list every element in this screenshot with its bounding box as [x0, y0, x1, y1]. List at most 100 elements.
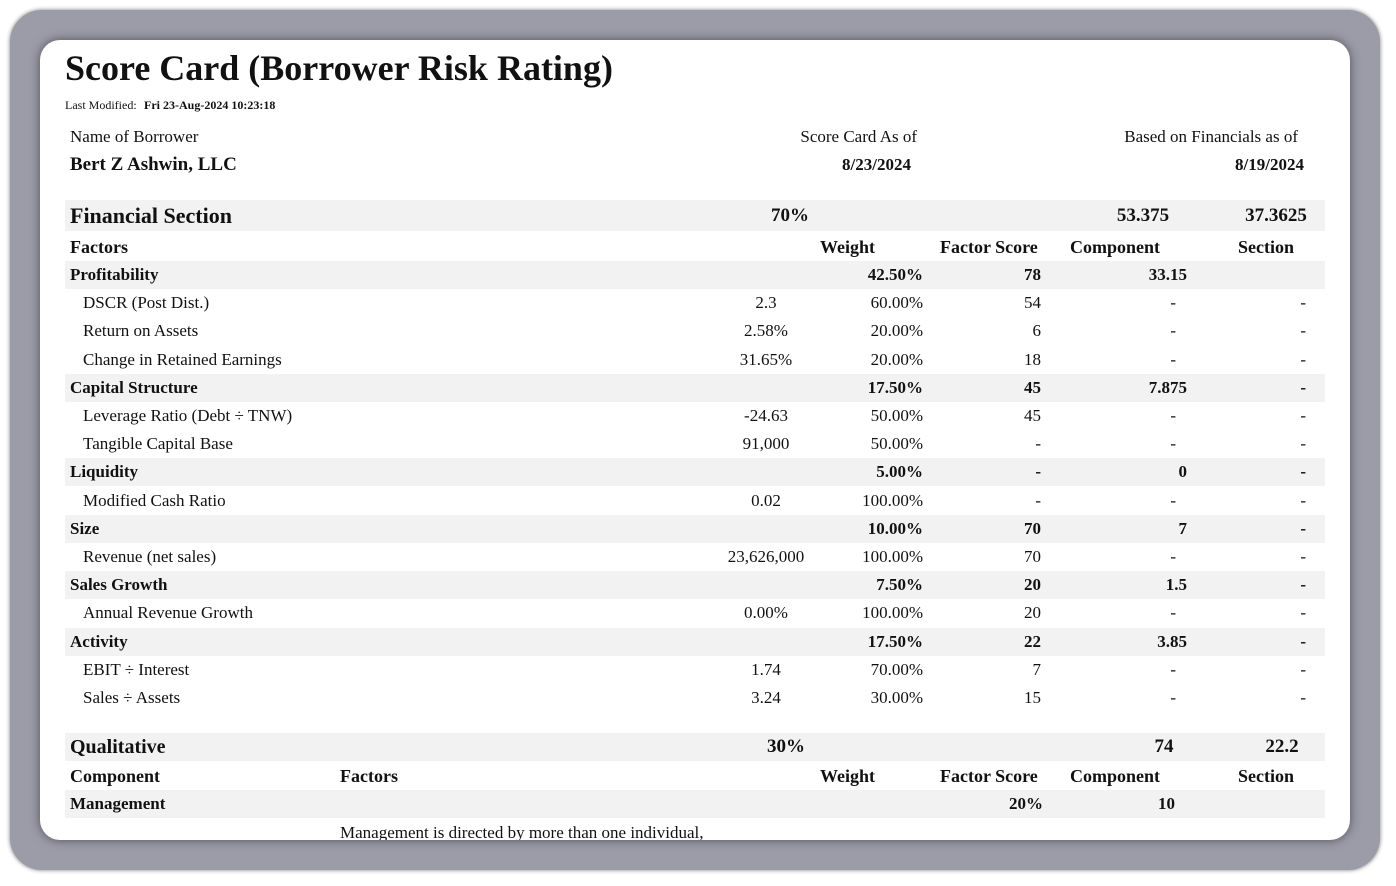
column-header: Weight — [820, 237, 876, 257]
factor-name: Leverage Ratio (Debt ÷ TNW) — [83, 406, 293, 425]
column-header: Factor Score — [940, 766, 1038, 786]
factor-component: - — [1170, 659, 1176, 679]
group-band — [65, 261, 1325, 289]
factor-section: - — [1300, 406, 1306, 425]
group-section: - — [1300, 575, 1306, 595]
factor-component: - — [1170, 490, 1176, 510]
factor-score: 6 — [1032, 321, 1042, 341]
group-name: Size — [70, 518, 100, 538]
label: Score Card As of — [800, 127, 917, 146]
factor-section: - — [1300, 547, 1306, 566]
factor-component: - — [1170, 547, 1176, 566]
group-weight: 17.50% — [867, 631, 923, 651]
group-component: 3.85 — [1157, 631, 1187, 651]
factor-section: - — [1300, 434, 1306, 454]
factor-name: Sales ÷ Assets — [83, 688, 181, 707]
column-header: Factors — [340, 766, 398, 786]
factor-name: EBIT ÷ Interest — [83, 659, 190, 679]
column-header: Weight — [820, 766, 876, 786]
factor-name: Revenue (net sales) — [83, 547, 217, 566]
component-name: Management — [70, 794, 166, 813]
factor-section: - — [1300, 490, 1306, 510]
value: 8/23/2024 — [842, 155, 911, 174]
factor-section: - — [1300, 293, 1306, 313]
factor-section: - — [1300, 688, 1306, 707]
factor-value: 23,626,000 — [727, 547, 805, 566]
factor-value: 0.02 — [751, 490, 781, 510]
factor-name: Return on Assets — [83, 321, 199, 341]
factor-value: 0.00% — [744, 603, 788, 623]
group-section: - — [1300, 377, 1306, 397]
column-header: Section — [1238, 237, 1294, 257]
column-header: Component — [70, 766, 161, 786]
modified-label: Last Modified: — [65, 98, 137, 112]
group-score: 45 — [1024, 377, 1041, 397]
factor-component: - — [1170, 688, 1176, 707]
factor-score: 20 — [1024, 603, 1041, 623]
column-header: Factors — [70, 237, 128, 257]
factor-value: 3.24 — [751, 688, 781, 707]
factor-weight: 100.00% — [862, 547, 923, 566]
factor-weight: 100.00% — [862, 603, 923, 623]
modified-value: Fri 23-Aug-2024 10:23:18 — [144, 98, 276, 112]
section-weight: 30% — [767, 736, 805, 757]
factor-section: - — [1300, 603, 1306, 623]
group-component: 7.875 — [1148, 377, 1187, 397]
group-component: 0 — [1178, 462, 1188, 482]
group-name: Sales Growth — [70, 575, 168, 595]
factor-score: 7 — [1032, 659, 1042, 679]
group-weight: 17.50% — [867, 377, 923, 397]
factor-score: 15 — [1024, 688, 1041, 707]
factor-component: - — [1170, 349, 1176, 369]
section-component: 74 — [1154, 736, 1174, 757]
factor-weight: 20.00% — [870, 349, 923, 369]
factor-section: - — [1300, 659, 1306, 679]
group-score: 78 — [1024, 265, 1041, 284]
factor-section: - — [1300, 349, 1306, 369]
group-name: Activity — [70, 631, 128, 651]
factor-weight: 50.00% — [870, 406, 923, 425]
group-weight: 7.50% — [876, 575, 923, 595]
factor-component: - — [1170, 406, 1176, 425]
factor-weight: 20.00% — [870, 321, 923, 341]
section-component: 53.375 — [1116, 205, 1170, 226]
group-name: Profitability — [70, 265, 159, 284]
factor-score: 18 — [1024, 349, 1041, 369]
factor-weight: 30.00% — [870, 688, 923, 707]
factor-value: 2.3 — [755, 293, 777, 313]
factor-weight: 70.00% — [870, 659, 923, 679]
column-header: Factor Score — [940, 237, 1038, 257]
group-band — [65, 458, 1325, 487]
section-score: 37.3625 — [1245, 205, 1307, 226]
component-value: 10 — [1158, 794, 1175, 813]
factor-score: - — [1035, 434, 1041, 454]
factor-component: - — [1170, 293, 1176, 313]
factor-score: - — [1035, 490, 1041, 510]
factor-name: Annual Revenue Growth — [83, 603, 253, 623]
group-weight: 5.00% — [876, 462, 923, 482]
factor-component: - — [1170, 321, 1176, 341]
section-title: Qualitative — [70, 736, 166, 758]
factor-value: 31.65% — [739, 349, 793, 369]
section-band — [65, 200, 1325, 231]
factor-value: 2.58% — [744, 321, 788, 341]
title: Score Card (Borrower Risk Rating) — [65, 48, 613, 88]
factor-value: 1.74 — [751, 659, 781, 679]
factor-score: 45 — [1024, 406, 1041, 425]
factor-weight: 100.00% — [862, 490, 923, 510]
group-weight: 10.00% — [867, 518, 923, 538]
factor-value: 91,000 — [742, 434, 790, 454]
group-band — [65, 514, 1325, 543]
group-weight: 42.50% — [867, 265, 923, 284]
section-score: 22.2 — [1265, 736, 1299, 757]
factor-weight: 60.00% — [870, 293, 923, 313]
group-band — [65, 790, 1325, 818]
value: Bert Z Ashwin, LLC — [70, 154, 237, 175]
group-section: - — [1300, 631, 1306, 651]
group-section: - — [1300, 462, 1306, 482]
column-header: Section — [1238, 766, 1294, 786]
factor-score: 70 — [1024, 547, 1041, 566]
score-card: Score Card (Borrower Risk Rating) Last Mo… — [40, 40, 1350, 840]
group-name: Capital Structure — [70, 377, 198, 397]
group-component: 1.5 — [1165, 575, 1187, 595]
